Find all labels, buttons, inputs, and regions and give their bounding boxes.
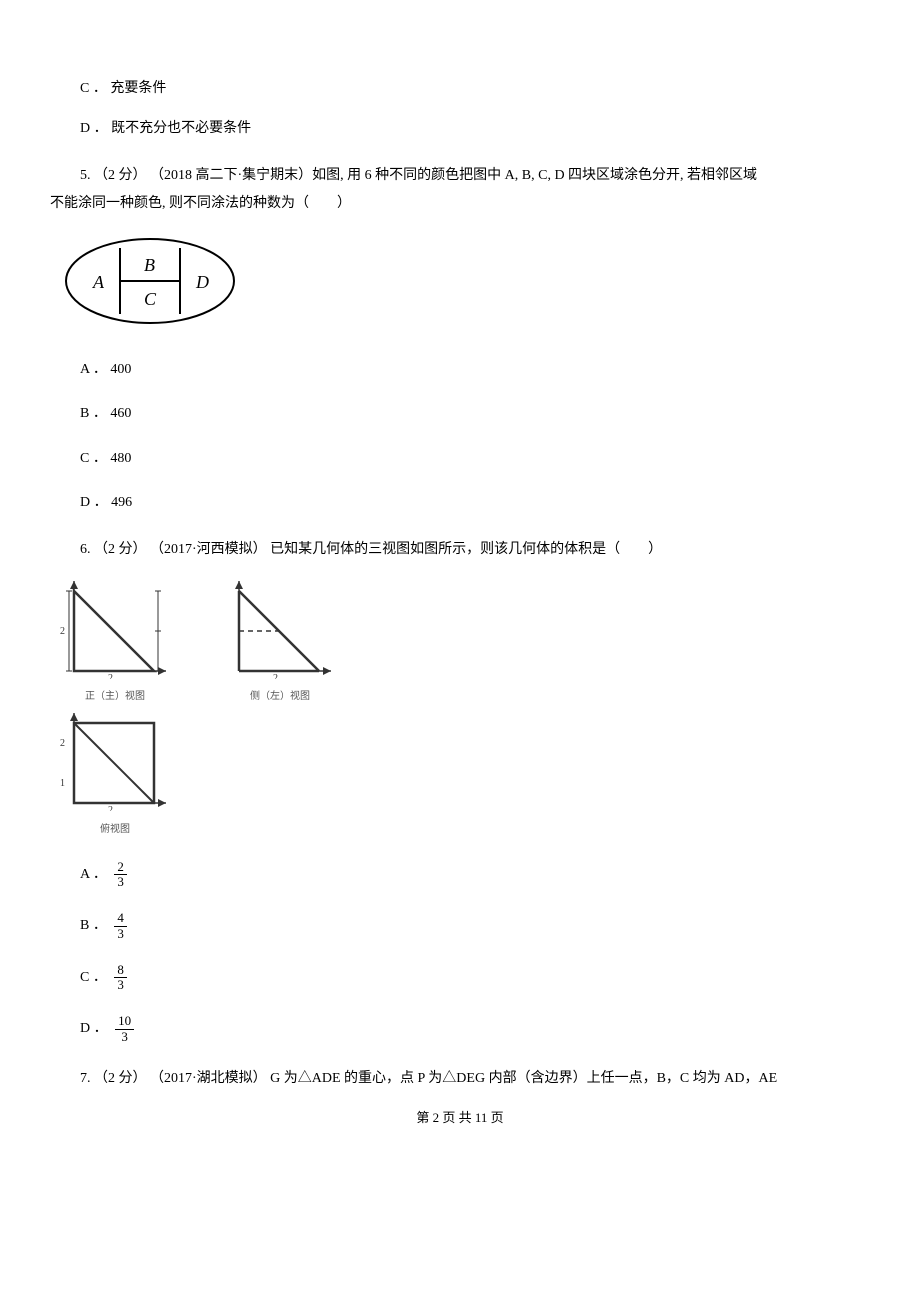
q6-option-d-label: D ． xyxy=(80,1021,108,1036)
top-view-svg: 2 1 2 xyxy=(60,711,170,811)
frac-num: 8 xyxy=(114,963,127,978)
q5-option-c: C ． 480 xyxy=(80,448,870,470)
top-view: 2 1 2 俯视图 xyxy=(60,711,170,837)
fraction-4-3: 4 3 xyxy=(114,911,127,941)
q6-option-b: B ． 4 3 xyxy=(80,911,870,941)
q6-option-d: D ． 10 3 xyxy=(80,1014,870,1044)
side-view-caption: 侧（左）视图 xyxy=(225,689,335,705)
q6-text: 6. （2 分） （2017·河西模拟） 已知某几何体的三视图如图所示，则该几何… xyxy=(80,539,870,561)
front-view: 2 2 正（主）视图 xyxy=(60,579,170,705)
frac-num: 4 xyxy=(114,911,127,926)
svg-text:1: 1 xyxy=(60,778,65,789)
svg-text:2: 2 xyxy=(108,673,113,679)
ellipse-abcd-diagram: A B C D xyxy=(60,234,240,329)
q7-text: 7. （2 分） （2017·湖北模拟） G 为△ADE 的重心，点 P 为△D… xyxy=(80,1068,870,1090)
svg-text:2: 2 xyxy=(60,738,65,749)
svg-text:2: 2 xyxy=(108,805,113,811)
q6-option-a-label: A ． xyxy=(80,867,107,882)
q5-figure: A B C D xyxy=(60,234,870,337)
q5-line1: 5. （2 分） （2018 高二下·集宁期末）如图, 用 6 种不同的颜色把图… xyxy=(80,165,870,187)
frac-den: 3 xyxy=(114,927,127,941)
prev-option-c: C ． 充要条件 xyxy=(80,78,870,100)
side-view-svg: 2 xyxy=(225,579,335,679)
svg-text:B: B xyxy=(144,255,155,275)
fraction-10-3: 10 3 xyxy=(115,1014,134,1044)
svg-text:2: 2 xyxy=(273,673,278,679)
q6-option-b-label: B ． xyxy=(80,918,107,933)
q5-option-d: D ． 496 xyxy=(80,492,870,514)
frac-den: 3 xyxy=(115,1030,134,1044)
frac-num: 10 xyxy=(115,1014,134,1029)
q6-option-a: A ． 2 3 xyxy=(80,860,870,890)
q5-option-a: A ． 400 xyxy=(80,359,870,381)
svg-text:C: C xyxy=(144,289,157,309)
side-view: 2 侧（左）视图 xyxy=(225,579,335,705)
svg-text:A: A xyxy=(92,272,105,292)
prev-option-d: D ． 既不充分也不必要条件 xyxy=(80,118,870,140)
frac-den: 3 xyxy=(114,875,127,889)
top-view-caption: 俯视图 xyxy=(60,822,170,838)
fraction-8-3: 8 3 xyxy=(114,963,127,993)
q6-three-views: 2 2 正（主）视图 xyxy=(60,579,870,838)
frac-den: 3 xyxy=(114,978,127,992)
q5-line2: 不能涂同一种颜色, 则不同涂法的种数为（ ） xyxy=(50,193,870,215)
svg-text:2: 2 xyxy=(60,626,65,637)
q6-option-c-label: C ． xyxy=(80,970,107,985)
q5-option-b: B ． 460 xyxy=(80,403,870,425)
front-view-caption: 正（主）视图 xyxy=(60,689,170,705)
q6-option-c: C ． 8 3 xyxy=(80,963,870,993)
svg-text:D: D xyxy=(195,272,209,292)
fraction-2-3: 2 3 xyxy=(114,860,127,890)
front-view-svg: 2 2 xyxy=(60,579,170,679)
frac-num: 2 xyxy=(114,860,127,875)
page-footer: 第 2 页 共 11 页 xyxy=(50,1108,870,1129)
